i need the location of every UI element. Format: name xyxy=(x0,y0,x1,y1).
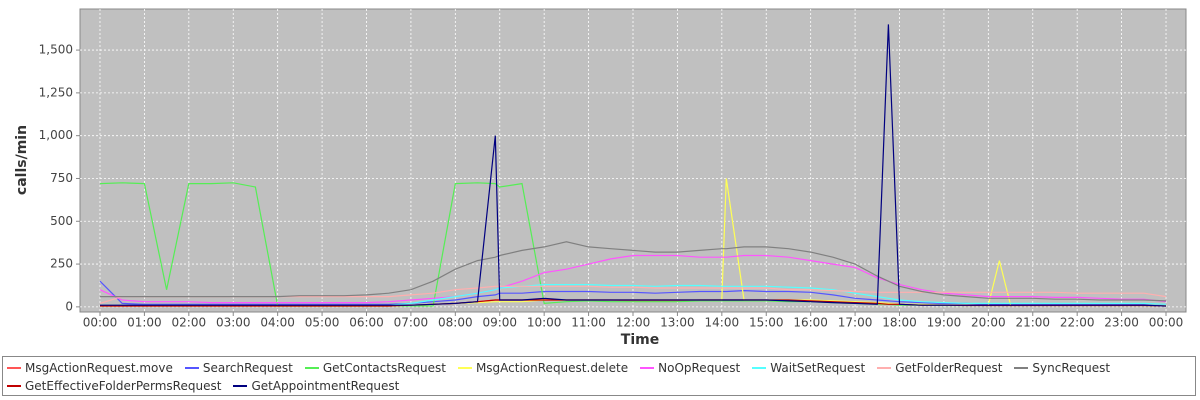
legend-entry: GetContactsRequest xyxy=(304,359,446,377)
x-tick-label: 18:00 xyxy=(882,316,917,330)
legend-label: GetEffectiveFolderPermsRequest xyxy=(25,379,222,393)
legend-entry: SearchRequest xyxy=(184,359,293,377)
x-tick-label: 10:00 xyxy=(527,316,562,330)
legend-entry: MsgActionRequest.delete xyxy=(457,359,629,377)
legend-swatch xyxy=(457,367,472,369)
x-tick-label: 23:00 xyxy=(1104,316,1139,330)
y-tick-label: 750 xyxy=(50,171,73,185)
y-tick-label: 500 xyxy=(50,214,73,228)
legend-swatch xyxy=(233,385,248,387)
legend-label: NoOpRequest xyxy=(658,361,741,375)
legend-entry: GetEffectiveFolderPermsRequest xyxy=(7,377,221,395)
x-tick-label: 22:00 xyxy=(1060,316,1095,330)
y-axis-title: calls/min xyxy=(14,125,30,195)
legend-swatch xyxy=(1014,367,1029,369)
x-tick-label: 05:00 xyxy=(305,316,340,330)
series-line xyxy=(99,280,1167,306)
legend: MsgActionRequest.move SearchRequest GetCon… xyxy=(2,356,1196,396)
y-tick-label: 250 xyxy=(50,257,73,271)
legend-label: SyncRequest xyxy=(1032,361,1111,375)
x-tick-label: 12:00 xyxy=(616,316,651,330)
x-tick-label: 17:00 xyxy=(838,316,873,330)
x-tick-label: 00:00 xyxy=(1149,316,1184,330)
legend-entry: MsgActionRequest.move xyxy=(7,359,173,377)
legend-entry: NoOpRequest xyxy=(640,359,740,377)
x-tick-label: 03:00 xyxy=(216,316,251,330)
x-tick-label: 14:00 xyxy=(705,316,740,330)
chart: Time calls/min 0 250 500 750 1,000 1,250 1,500… xyxy=(14,8,1187,348)
y-tick-label: 1,250 xyxy=(39,85,73,99)
legend-label: GetAppointmentRequest xyxy=(251,379,400,393)
legend-entry: GetAppointmentRequest xyxy=(233,377,399,395)
series-line xyxy=(100,241,1167,302)
x-tick-label: 13:00 xyxy=(660,316,695,330)
legend-label: SearchRequest xyxy=(202,361,293,375)
x-tick-label: 20:00 xyxy=(971,316,1006,330)
legend-label: MsgActionRequest.delete xyxy=(475,361,629,375)
series-line xyxy=(99,254,1167,304)
legend-entry: GetFolderRequest xyxy=(877,359,1002,377)
legend-label: WaitSetRequest xyxy=(770,361,866,375)
x-tick-label: 04:00 xyxy=(260,316,295,330)
legend-label: GetFolderRequest xyxy=(895,361,1003,375)
legend-swatch xyxy=(304,367,319,369)
x-tick-label: 01:00 xyxy=(127,316,162,330)
x-tick-label: 00:00 xyxy=(83,316,118,330)
y-tick-label: 1,500 xyxy=(39,43,73,57)
series-line xyxy=(100,24,1167,307)
x-tick-label: 09:00 xyxy=(482,316,517,330)
legend-swatch xyxy=(7,367,21,369)
x-tick-label: 21:00 xyxy=(1015,316,1050,330)
legend-swatch xyxy=(640,367,655,369)
legend-swatch xyxy=(877,367,892,369)
x-axis-title: Time xyxy=(621,332,659,348)
x-tick-label: 08:00 xyxy=(438,316,473,330)
legend-entry: WaitSetRequest xyxy=(752,359,865,377)
legend-label: MsgActionRequest.move xyxy=(25,361,173,375)
x-tick-label: 02:00 xyxy=(172,316,207,330)
x-tick-label: 19:00 xyxy=(927,316,962,330)
y-tick-label: 1,000 xyxy=(39,128,73,142)
x-tick-label: 16:00 xyxy=(793,316,828,330)
legend-swatch xyxy=(184,367,199,369)
x-tick-label: 07:00 xyxy=(394,316,429,330)
x-tick-label: 06:00 xyxy=(349,316,384,330)
legend-swatch xyxy=(752,367,767,369)
legend-entry: SyncRequest xyxy=(1014,359,1110,377)
legend-label: GetContactsRequest xyxy=(322,361,446,375)
x-tick-label: 15:00 xyxy=(749,316,784,330)
y-tick-label: 0 xyxy=(65,299,73,313)
x-tick-label: 11:00 xyxy=(571,316,606,330)
legend-swatch xyxy=(7,385,21,387)
